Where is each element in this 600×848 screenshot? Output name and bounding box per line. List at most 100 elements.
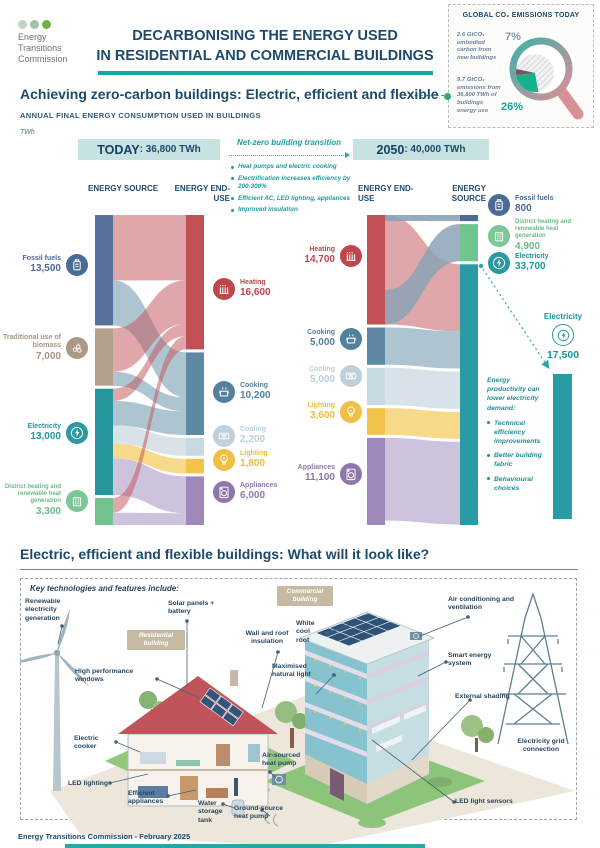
logo-line: Transitions [18, 42, 62, 53]
node-cooking-today: Cooking 10,200 [213, 381, 271, 403]
lighting-icon [340, 401, 362, 423]
note-bullet: Behavioural choices [487, 475, 549, 493]
label-ground-source-heat-pump: Ground-source heat pump [234, 805, 284, 821]
wind-turbine-icon [20, 608, 89, 791]
embodied-carbon-label: 2.6 GtCO₂ embodied carbon from new build… [457, 32, 497, 62]
house-solar-panels-icon [199, 687, 244, 727]
fossil-fuels-icon [488, 194, 510, 216]
bottom-teal-strip [65, 844, 425, 848]
transition-arrowhead-icon [345, 152, 350, 158]
co2-panel-title: GLOBAL CO₂ EMISSIONS TODAY [462, 12, 580, 19]
column-header-2050-source: ENERGY SOURCE [451, 184, 486, 204]
district-heating-icon [488, 224, 510, 247]
node-cooking-2050: Cooking 5,000 [270, 328, 362, 350]
node-cooling-today: Cooling 2,200 [213, 425, 266, 447]
connector-dot [444, 93, 451, 100]
label-electric-cooker: Electric cooker [74, 735, 99, 751]
fossil-fuels-icon [66, 254, 88, 276]
buildings-illustration [20, 591, 575, 848]
node-appliances-today: Appliances 6,000 [213, 481, 277, 503]
transition-title: Net-zero building transition [237, 138, 341, 147]
note-bullet: Technical efficiency improvements [487, 419, 549, 447]
label-electricity-grid-connection: Electricity grid connection [517, 738, 565, 754]
residential-house-icon [118, 670, 286, 817]
label-renewable-electricity: Renewable electricity generation [25, 598, 61, 622]
label-smart-energy-system: Smart energy system [448, 652, 492, 668]
transition-bullet: Efficient AC, LED lighting, appliances [231, 195, 351, 203]
page-title: DECARBONISING THE ENERGY USED IN RESIDEN… [96, 28, 434, 64]
node-district-heating-today: District heating and renewable heat gene… [0, 484, 88, 518]
node-electricity-2050: Electricity 33,700 [488, 252, 548, 274]
biomass-icon [66, 337, 88, 360]
today-header: TODAY: 36,800 TWh [78, 139, 220, 160]
section2-rule [20, 569, 578, 570]
label-solar-panels-battery: Solar panels + battery [168, 600, 215, 616]
label-efficient-appliances: Efficient appliances [128, 790, 164, 806]
transition-bullet: Improved insulation [231, 206, 351, 214]
footer-credit: Energy Transitions Commission - February… [18, 832, 191, 841]
transition-bullet: Electrification increases efficiency by … [231, 175, 351, 191]
transition-bullet: Heat pumps and electric cooking [231, 163, 351, 171]
electricity-icon [488, 252, 510, 274]
logo-line: Commission [18, 53, 68, 64]
label-water-storage-tank: Water storage tank [198, 800, 223, 824]
label-external-shading: External shading [455, 693, 510, 700]
logo-line: Energy [18, 32, 47, 42]
node-heating-today: Heating 16,600 [213, 278, 271, 300]
label-led-lighting: LED lighting [68, 780, 109, 787]
heating-icon [340, 245, 362, 267]
node-appliances-2050: Appliances 11,100 [270, 463, 362, 485]
sankey-diagram [95, 215, 572, 525]
label-high-performance-windows: High performance windows [75, 668, 134, 684]
node-electricity-today: Electricity 13,000 [0, 422, 88, 444]
commercial-tower-icon [264, 611, 436, 827]
year-2050-header: 2050: 40,000 TWh [353, 139, 489, 160]
transition-arrow [229, 155, 344, 156]
section1-subheading: ANNUAL FINAL ENERGY CONSUMPTION USED IN … [20, 111, 261, 120]
district-heating-icon [66, 489, 88, 512]
axis-unit-label: TWh [20, 129, 35, 136]
node-fossil-fuels-today: Fossil fuels 13,500 [0, 254, 88, 276]
node-electricity-flexible: Electricity 17,500 [543, 312, 583, 361]
label-wall-roof-insulation: Wall and roof insulation [245, 630, 289, 646]
section1-heading: Achieving zero-carbon buildings: Electri… [20, 86, 439, 102]
column-header-2050-enduse: ENERGY END-USE [358, 184, 414, 204]
column-header-today-source: ENERGY SOURCE [88, 184, 159, 193]
title-underline [98, 71, 433, 75]
cooling-icon [213, 425, 235, 447]
note-bullet: Better building fabric [487, 451, 549, 469]
residential-building-tag: Residential building [127, 630, 185, 650]
node-lighting-today: Lighting 1,800 [213, 449, 268, 471]
node-district-heating-2050: District heating and renewable heat gene… [488, 219, 573, 253]
label-white-cool-roof: White cool roof [296, 620, 315, 644]
leader-lines [57, 615, 472, 817]
cooling-icon [340, 365, 362, 387]
column-header-today-enduse: ENERGY END-USE [174, 184, 230, 204]
embodied-carbon-pct: 7% [505, 31, 521, 43]
label-air-conditioning: Air conditioning and ventilation [448, 596, 515, 612]
label-maximised-natural-light: Maximised natural light [272, 663, 311, 679]
pylon-icon [497, 591, 569, 745]
heating-icon [213, 278, 235, 300]
logo-dots-icon [18, 20, 68, 29]
electricity-icon [552, 324, 574, 346]
cooking-icon [213, 381, 235, 403]
node-fossil-fuels-2050: Fossil fuels 800 [488, 194, 554, 216]
label-air-sourced-heat-pump: Air-sourced heat pump [262, 752, 301, 768]
node-heating-2050: Heating 14,700 [270, 245, 362, 267]
commercial-building-tag: Commercial building [277, 586, 333, 606]
transition-bullet-list: Heat pumps and electric cooking Electrif… [231, 163, 351, 218]
energy-productivity-note: Energy productivity can lower electricit… [487, 376, 549, 498]
energy-productivity-bullets: Technical efficiency improvements Better… [487, 419, 549, 493]
appliances-icon [340, 463, 362, 485]
appliances-icon [213, 481, 235, 503]
node-biomass-today: Traditional use of biomass 7,000 [0, 334, 88, 363]
energy-use-emissions-label: 9.7 GtCO₂ emissions from 36,800 TWh of b… [457, 77, 501, 114]
tower-solar-panels-icon [315, 612, 402, 647]
global-co2-emissions-panel: GLOBAL CO₂ EMISSIONS TODAY 2.6 GtCO₂ emb… [444, 4, 594, 128]
heading-dashed-connector [404, 95, 444, 96]
label-led-light-sensors: LED light sensors [455, 798, 513, 805]
electricity-icon [66, 422, 88, 444]
cooking-icon [340, 328, 362, 350]
